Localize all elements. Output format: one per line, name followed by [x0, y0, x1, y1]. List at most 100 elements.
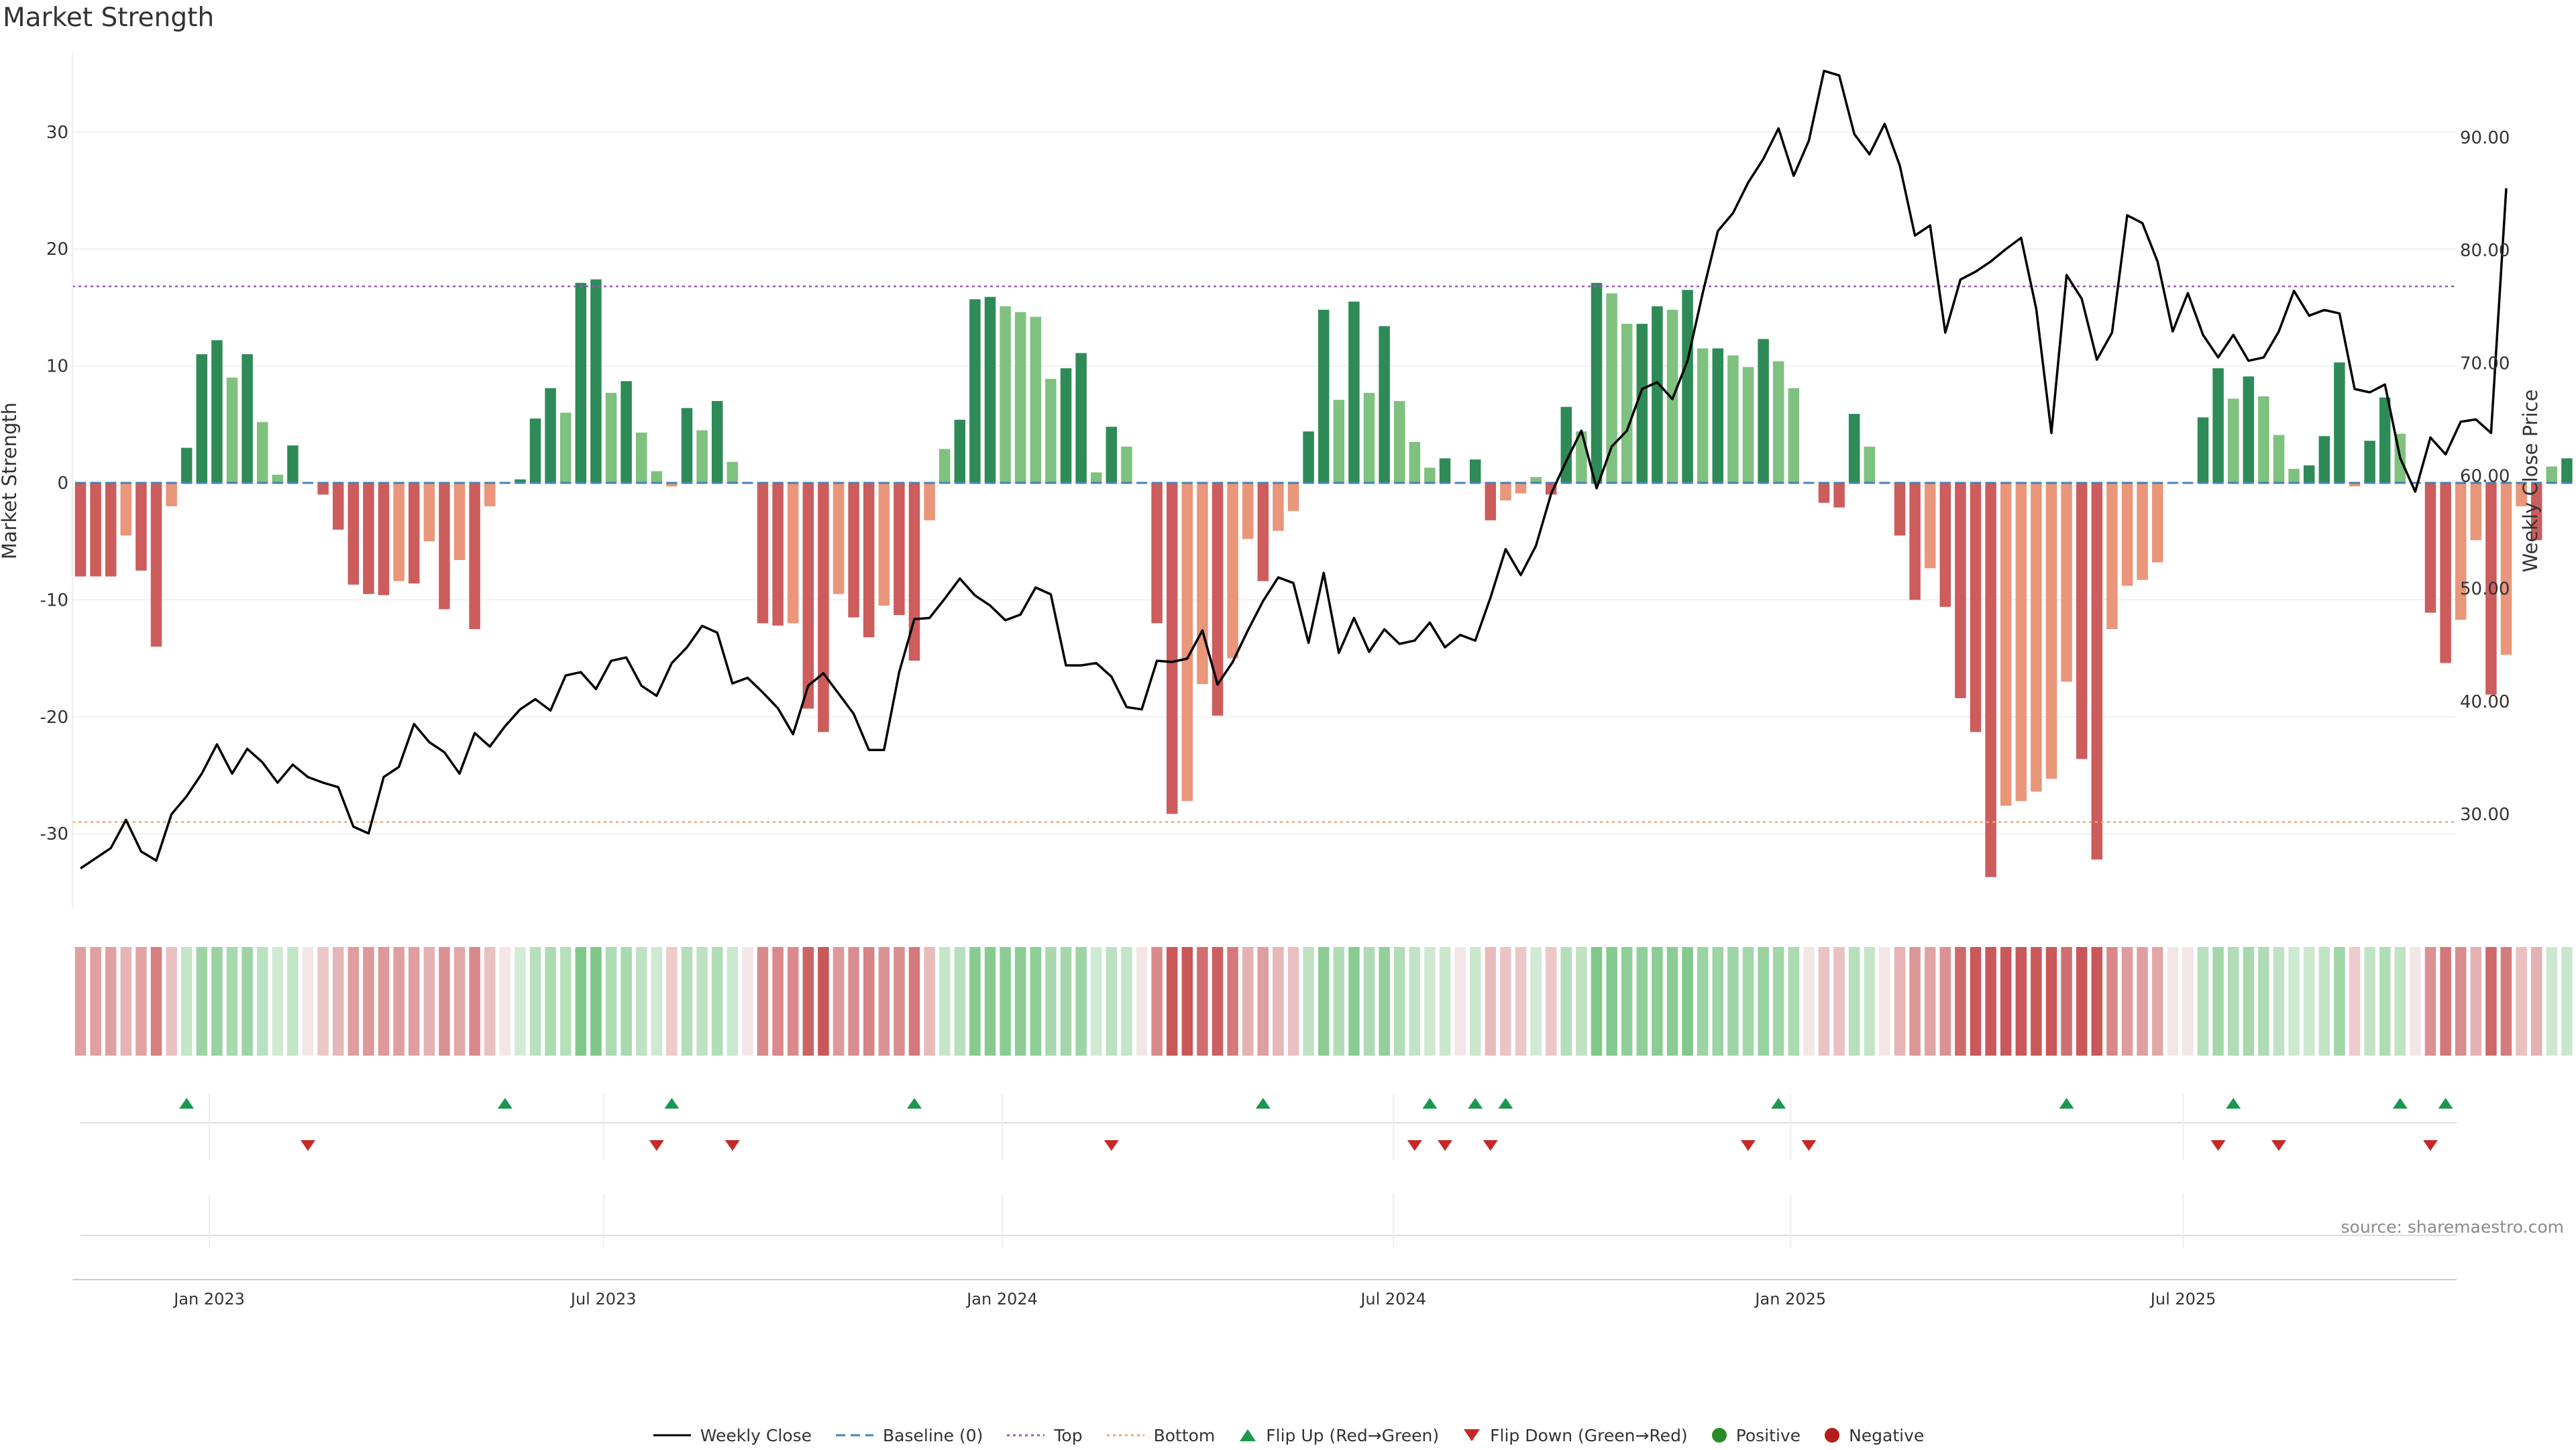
flip-up-marker	[179, 1098, 195, 1109]
legend-positive-label: Positive	[1735, 1425, 1801, 1445]
heat-cell	[802, 947, 814, 1056]
heat-cell	[1393, 947, 1405, 1056]
right-axis-title: Weekly Close Price	[2519, 390, 2542, 573]
heat-cell	[378, 947, 390, 1056]
heat-cell	[1621, 947, 1633, 1056]
strength-bar	[150, 483, 162, 647]
left-axis-title: Market Strength	[0, 402, 21, 559]
right-tick-label: 80.00	[2460, 241, 2510, 261]
heat-cell	[1303, 947, 1314, 1056]
strength-bar	[332, 483, 344, 530]
heat-cell	[1955, 947, 1966, 1056]
strength-bar	[1727, 355, 1739, 483]
heat-cell	[2424, 947, 2436, 1056]
reference-lines	[72, 285, 2573, 824]
strength-bar	[2485, 483, 2497, 695]
heat-cell	[2288, 947, 2300, 1056]
x-tick-label: Jan 2025	[1754, 1290, 1826, 1308]
heat-cell	[1545, 947, 1557, 1056]
heat-cell	[894, 947, 905, 1056]
strength-bar	[1409, 441, 1421, 483]
heat-cell	[2273, 947, 2285, 1056]
strength-bar	[1788, 388, 1800, 483]
strength-bar	[1273, 483, 1284, 531]
x-tick-label: Jan 2023	[172, 1290, 245, 1308]
strength-bar	[1424, 467, 1436, 483]
strength-bar	[2424, 483, 2436, 613]
heat-cell	[1000, 947, 1011, 1056]
heat-cell	[287, 947, 299, 1056]
heat-cell	[2394, 947, 2406, 1056]
heat-cell	[1652, 947, 1663, 1056]
flip-down-marker	[1741, 1140, 1756, 1151]
heat-cell	[439, 947, 450, 1056]
flip-up-marker	[2392, 1098, 2408, 1109]
heat-cell	[1212, 947, 1224, 1056]
strength-bar	[469, 483, 480, 629]
heat-cell	[136, 947, 147, 1056]
flip-down-marker	[2271, 1140, 2286, 1151]
heat-cell	[2031, 947, 2042, 1056]
strength-bar	[1303, 431, 1314, 483]
heat-cell	[1060, 947, 1072, 1056]
heat-cell	[1833, 947, 1845, 1056]
strength-bar	[802, 483, 814, 709]
heat-cell	[605, 947, 617, 1056]
dotted-line-swatch-icon	[1106, 1434, 1144, 1437]
strength-bar	[1652, 306, 1663, 483]
strength-bar	[2379, 397, 2391, 483]
heat-cell	[635, 947, 647, 1056]
strength-bar	[2303, 465, 2315, 483]
heat-cell	[1666, 947, 1678, 1056]
strength-bar	[2106, 483, 2118, 629]
heat-cell	[1045, 947, 1057, 1056]
strength-bar	[1045, 378, 1057, 483]
strength-bar	[105, 483, 117, 577]
heat-cell	[1409, 947, 1421, 1056]
strength-bar	[1257, 483, 1269, 581]
heat-cell	[1879, 947, 1890, 1056]
heat-cell	[954, 947, 966, 1056]
heat-cell	[908, 947, 920, 1056]
legend-flip-up: Flip Up (Red→Green)	[1238, 1426, 1439, 1445]
heat-cell	[2379, 947, 2391, 1056]
legend-top-label: Top	[1054, 1425, 1083, 1445]
heat-cell	[180, 947, 193, 1056]
dashed-line-swatch-icon	[836, 1434, 874, 1437]
heat-cell	[1894, 947, 1906, 1056]
heat-cell	[1636, 947, 1648, 1056]
strength-bar	[757, 483, 769, 624]
heat-cell	[2349, 947, 2361, 1056]
heat-cell	[1697, 947, 1709, 1056]
strength-bar	[1909, 483, 1921, 600]
x-tick-label: Jul 2025	[2149, 1290, 2216, 1308]
flip-up-marker	[1468, 1098, 1483, 1109]
strength-bar	[1591, 282, 1603, 483]
heat-cell	[256, 947, 268, 1056]
heat-cell	[1273, 947, 1284, 1056]
legend-positive: Positive	[1711, 1426, 1801, 1445]
left-tick-label: -30	[40, 824, 68, 844]
strength-bar	[1939, 483, 1951, 607]
heat-cell	[818, 947, 829, 1056]
strength-bar	[1121, 446, 1132, 483]
strength-bar	[1151, 483, 1163, 624]
heat-cell	[1166, 947, 1178, 1056]
strength-bar	[787, 483, 799, 624]
heat-cell	[1515, 947, 1527, 1056]
strength-bar	[1833, 483, 1845, 508]
legend-top: Top	[1006, 1425, 1083, 1445]
heat-cell	[2182, 947, 2194, 1056]
legend-bottom: Bottom	[1106, 1426, 1215, 1445]
strength-bar	[272, 474, 284, 483]
strength-bar	[2546, 466, 2558, 483]
strength-bar	[1030, 317, 1042, 483]
flip-down-marker	[2210, 1140, 2226, 1151]
strength-bar	[1363, 392, 1375, 483]
strength-bar	[317, 483, 329, 495]
strength-bar	[1985, 483, 1996, 877]
heat-cell	[74, 947, 87, 1056]
strength-bar	[1894, 483, 1906, 536]
legend-baseline: Baseline (0)	[835, 1426, 983, 1445]
heat-cell	[196, 947, 208, 1056]
